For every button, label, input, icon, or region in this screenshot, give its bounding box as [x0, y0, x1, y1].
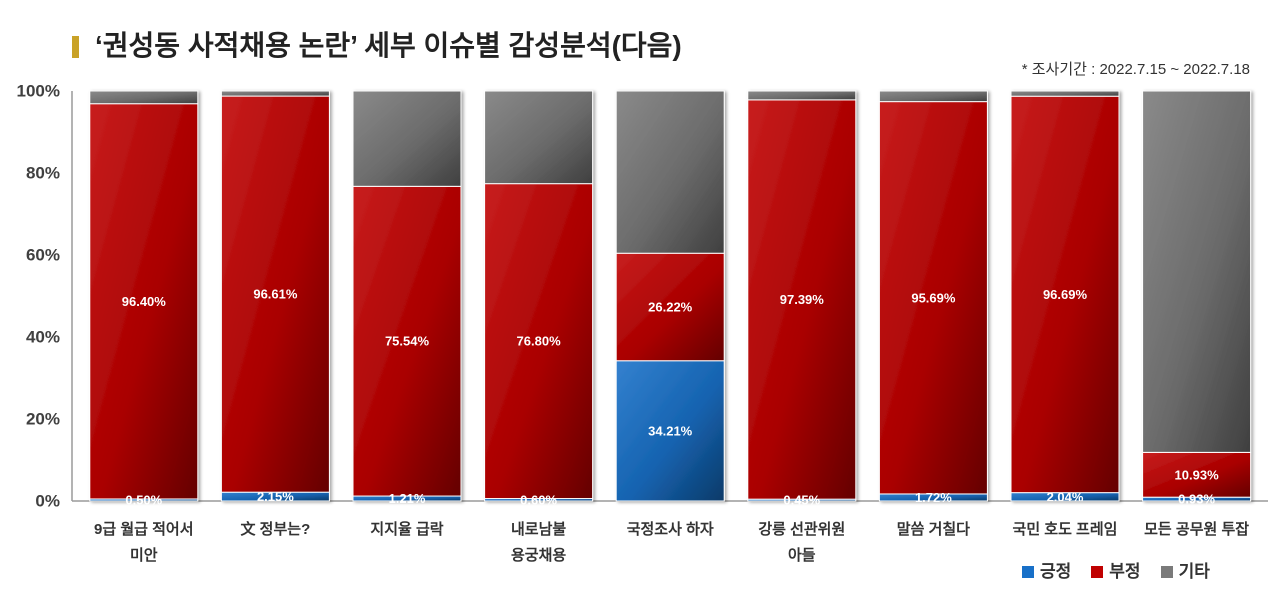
data-label-positive: 0.50%: [125, 492, 162, 507]
bar-segment-negative: [747, 99, 857, 500]
legend-item-negative: 부정: [1091, 560, 1141, 584]
bar-segment-negative: [352, 185, 462, 497]
bar-segment-other: [220, 90, 330, 97]
bar-stack: 2.04% 96.69%: [1010, 90, 1120, 504]
bar-stack: 34.21% 26.22%: [615, 90, 725, 502]
legend-swatch-other: [1160, 566, 1173, 578]
bar-segment-other: [878, 90, 988, 103]
legend-swatch-positive: [1022, 566, 1034, 578]
bar-segment-other: [1010, 90, 1120, 97]
data-label-negative: 96.69%: [1043, 287, 1088, 302]
bar-stack: 0.93% 10.93%: [1142, 90, 1252, 507]
data-label-positive: 2.15%: [257, 489, 294, 504]
data-label-negative: 76.80%: [517, 334, 562, 349]
bar-stack: 1.21% 75.54%: [352, 90, 462, 506]
data-label-negative: 26.22%: [648, 299, 693, 314]
data-label-positive: 0.93%: [1178, 492, 1215, 507]
data-label-negative: 10.93%: [1175, 467, 1220, 482]
bar-segments: [484, 90, 594, 502]
bar-segment-other: [1142, 90, 1252, 453]
bar-segment-negative: [1142, 451, 1252, 498]
bar-segment-negative: [1010, 95, 1120, 494]
bar-segment-other: [747, 90, 857, 101]
legend: 긍정 부정 기타: [1022, 560, 1210, 584]
data-label-positive: 2.04%: [1047, 489, 1084, 504]
bar-segment-negative: [220, 95, 330, 493]
bar-segments: [615, 90, 725, 502]
data-label-negative: 96.40%: [122, 294, 167, 309]
data-label-positive: 0.60%: [520, 492, 557, 507]
bar-segments: [1010, 90, 1120, 502]
bar-segments: [1142, 90, 1252, 502]
y-tick-label: 100%: [17, 82, 60, 101]
data-label-positive: 1.21%: [389, 491, 426, 506]
data-label-negative: 75.54%: [385, 334, 430, 349]
y-tick-label: 80%: [26, 164, 60, 183]
bar-segments: [352, 90, 462, 502]
data-label-negative: 96.61%: [253, 287, 298, 302]
data-label-positive: 0.45%: [783, 493, 820, 508]
legend-item-positive: 긍정: [1022, 560, 1071, 584]
bar-segments: [89, 90, 199, 502]
bar-stack: 1.72% 95.69%: [878, 90, 988, 505]
survey-period: * 조사기간 : 2022.7.15 ~ 2022.7.18: [1021, 61, 1250, 78]
bar-stack: 0.50% 96.40%: [89, 90, 199, 507]
bar-segment-negative: [484, 183, 594, 500]
bar-stack: 2.15% 96.61%: [220, 90, 330, 504]
legend-swatch-negative: [1091, 566, 1104, 578]
bar-segment-negative: [878, 101, 988, 495]
y-tick-label: 60%: [26, 246, 60, 265]
legend-label-positive: 긍정: [1040, 562, 1072, 581]
legend-label-negative: 부정: [1109, 562, 1141, 581]
bar-stack: 0.45% 97.39%: [747, 90, 857, 508]
y-tick-label: 20%: [26, 410, 60, 429]
bar-segment-other: [484, 90, 594, 185]
bar-segment-other: [89, 90, 199, 105]
bar-segment-other: [352, 90, 462, 187]
bar-stack: 0.60% 76.80%: [484, 90, 594, 507]
bar-segment-negative: [615, 252, 725, 362]
y-tick-label: 0%: [35, 492, 60, 511]
legend-label-other: 기타: [1178, 562, 1210, 581]
bar-segment-positive: [615, 360, 725, 502]
bar-segment-other: [615, 90, 725, 254]
data-label-positive: 1.72%: [915, 490, 952, 505]
title-marker: [72, 36, 79, 58]
data-label-positive: 34.21%: [648, 423, 693, 438]
data-label-negative: 95.69%: [911, 290, 956, 305]
bar-segments: [747, 90, 857, 502]
legend-item-other: 기타: [1160, 560, 1210, 584]
y-tick-label: 40%: [26, 328, 60, 347]
bar-segments: [220, 90, 330, 502]
data-label-negative: 97.39%: [780, 292, 825, 307]
chart-title: ‘권성동 사적채용 논란’ 세부 이슈별 감성분석(다음): [95, 30, 682, 61]
bar-segments: [878, 90, 988, 502]
